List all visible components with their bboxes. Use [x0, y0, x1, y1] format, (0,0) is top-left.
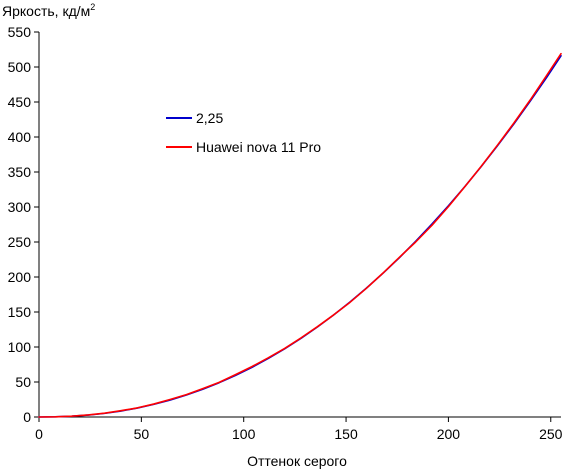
x-tick-label: 150	[334, 426, 358, 442]
x-tick-label: 200	[437, 426, 461, 442]
y-axis-title-superscript: 2	[90, 2, 95, 12]
y-ticks: 0 50 100 150 200 250 300 350 400 450 500 550	[8, 24, 39, 425]
legend-label-series-2: Huawei nova 11 Pro	[196, 139, 321, 155]
x-tick-label: 50	[134, 426, 150, 442]
y-axis-title: Яркость, кд/м2	[2, 2, 95, 19]
y-tick-label: 150	[8, 304, 32, 320]
y-axis-title-text: Яркость, кд/м	[2, 3, 90, 19]
x-ticks: 0 50 100 150 200 250	[35, 417, 563, 442]
y-tick-label: 100	[8, 339, 32, 355]
y-tick-label: 500	[8, 59, 32, 75]
y-tick-label: 200	[8, 269, 32, 285]
series-line-1	[38, 54, 562, 418]
x-tick-label: 250	[539, 426, 563, 442]
y-tick-label: 550	[8, 24, 32, 40]
x-tick-label: 100	[232, 426, 256, 442]
y-tick-label: 450	[8, 94, 32, 110]
legend-label-series-1: 2,25	[196, 110, 223, 126]
series-line-2	[38, 52, 562, 418]
y-tick-label: 0	[23, 409, 31, 425]
x-axis-title: Оттенок серого	[247, 453, 347, 469]
y-tick-label: 250	[8, 234, 32, 250]
y-tick-label: 50	[15, 374, 31, 390]
y-tick-label: 300	[8, 199, 32, 215]
y-tick-label: 350	[8, 164, 32, 180]
y-tick-label: 400	[8, 129, 32, 145]
series-layer	[38, 52, 562, 418]
legend: 2,25 Huawei nova 11 Pro	[166, 110, 321, 155]
x-tick-label: 0	[35, 426, 43, 442]
